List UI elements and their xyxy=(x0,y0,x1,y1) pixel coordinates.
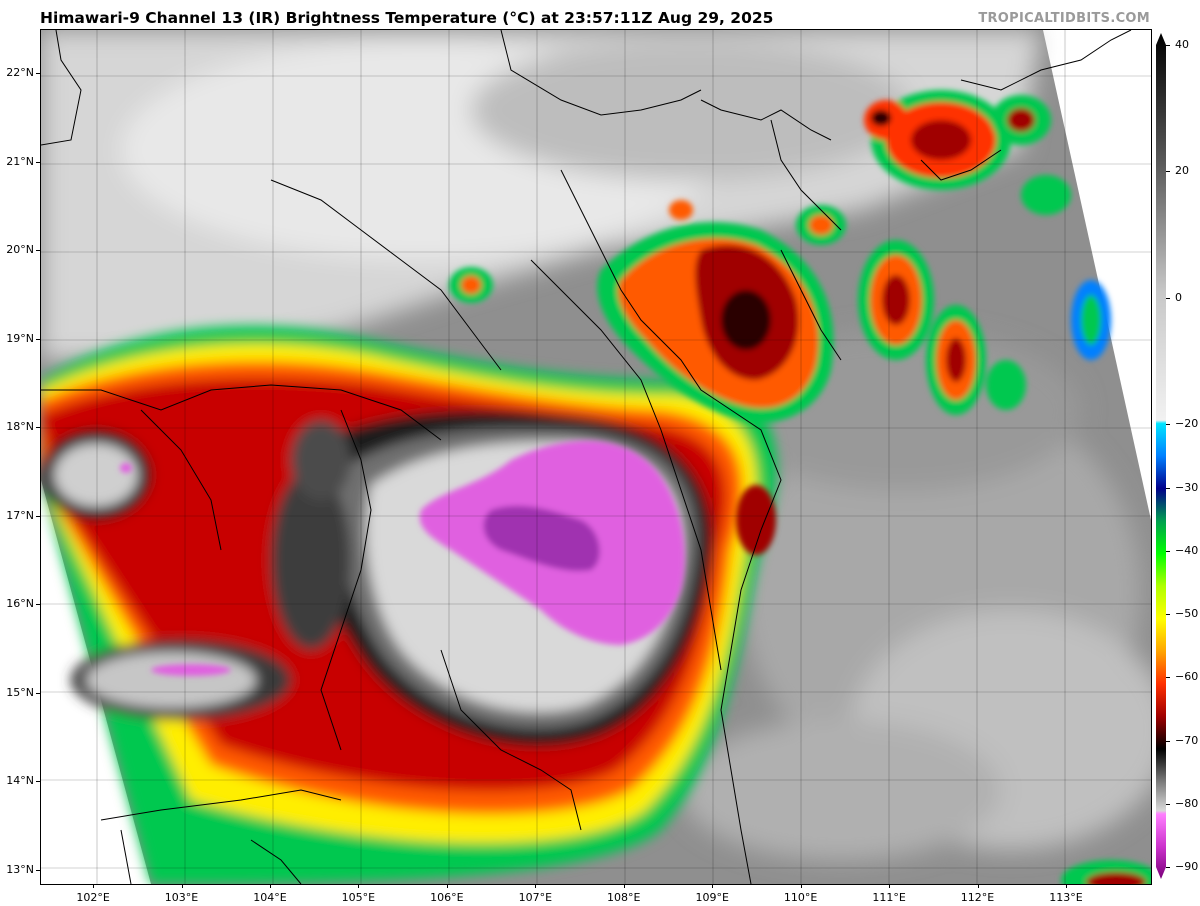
lon-tick-mark xyxy=(358,884,360,888)
lon-tick-mark xyxy=(446,884,448,888)
colorbar xyxy=(1156,33,1166,879)
satellite-image xyxy=(41,30,1151,884)
colorbar-tick-label: −60 xyxy=(1175,670,1199,684)
clear-sky-land xyxy=(41,30,1151,860)
lon-tick-mark xyxy=(623,884,625,888)
lat-tick-label: 14°N xyxy=(6,774,34,788)
colorbar-tick-label: −30 xyxy=(1175,480,1199,494)
colorbar-tick-label: −40 xyxy=(1175,543,1199,557)
lon-tick-label: 111°E xyxy=(872,891,906,904)
colorbar-tick-label: −20 xyxy=(1175,417,1199,431)
lat-tick-mark xyxy=(36,869,40,871)
lon-tick-label: 110°E xyxy=(783,891,818,904)
colorbar-tick-mark xyxy=(1166,740,1170,742)
lon-tick-mark xyxy=(181,884,183,888)
lon-tick-mark xyxy=(269,884,271,888)
lat-tick-label: 22°N xyxy=(6,66,34,80)
colorbar-tick-label: −90 xyxy=(1175,860,1199,873)
lon-tick-mark xyxy=(93,884,95,888)
lat-tick-mark xyxy=(36,427,40,429)
lat-tick-label: 15°N xyxy=(6,685,34,699)
satellite-map xyxy=(40,29,1152,885)
lat-tick-label: 18°N xyxy=(6,420,34,434)
colorbar-tick-mark xyxy=(1166,487,1170,489)
lat-tick-label: 16°N xyxy=(6,597,34,611)
lon-tick-label: 113°E xyxy=(1049,891,1083,904)
northeast-convection xyxy=(449,90,1151,884)
lon-tick-mark xyxy=(712,884,714,888)
colorbar-tick-label: 40 xyxy=(1175,38,1189,51)
lat-tick-mark xyxy=(36,161,40,163)
colorbar-tick-label: 0 xyxy=(1175,290,1182,304)
lat-tick-mark xyxy=(36,781,40,783)
colorbar-tick-mark xyxy=(1166,614,1170,616)
lon-tick-mark xyxy=(800,884,802,888)
cold-cloud-tops xyxy=(120,440,685,676)
lat-tick-mark xyxy=(36,250,40,252)
lon-tick-label: 106°E xyxy=(430,891,464,904)
lon-tick-label: 102°E xyxy=(76,891,110,904)
lat-tick-label: 19°N xyxy=(6,331,34,345)
lon-tick-label: 105°E xyxy=(341,891,376,904)
lon-tick-mark xyxy=(1065,884,1067,888)
colorbar-tick-label: −80 xyxy=(1175,796,1199,810)
lon-tick-mark xyxy=(889,884,891,888)
colorbar-tick-mark xyxy=(1166,171,1170,173)
lat-tick-label: 21°N xyxy=(6,154,34,168)
colorbar-tick-label: −50 xyxy=(1175,607,1199,621)
coastlines xyxy=(41,30,1132,884)
site-credit: TROPICALTIDBITS.COM xyxy=(978,11,1150,26)
colorbar-tick-mark xyxy=(1166,677,1170,679)
lat-tick-mark xyxy=(36,515,40,517)
colorbar-tick-label: −70 xyxy=(1175,733,1199,747)
colorbar-tick-mark xyxy=(1166,867,1170,868)
map-title: Himawari-9 Channel 13 (IR) Brightness Te… xyxy=(40,9,774,27)
lat-tick-label: 13°N xyxy=(6,862,34,876)
lat-tick-mark xyxy=(36,692,40,694)
colorbar-tick-mark xyxy=(1166,297,1170,299)
lat-tick-mark xyxy=(36,338,40,340)
colorbar-tick-label: 20 xyxy=(1175,164,1189,178)
lon-tick-label: 107°E xyxy=(518,891,553,904)
lon-tick-label: 103°E xyxy=(164,891,199,904)
lon-tick-label: 104°E xyxy=(253,891,287,904)
lon-tick-mark xyxy=(977,884,979,888)
lat-tick-mark xyxy=(36,73,40,75)
lat-tick-mark xyxy=(36,604,40,606)
lat-tick-label: 17°N xyxy=(6,508,34,522)
lon-tick-label: 109°E xyxy=(695,891,729,904)
colorbar-tick-mark xyxy=(1166,45,1170,46)
colorbar-tick-mark xyxy=(1166,424,1170,426)
lon-tick-label: 108°E xyxy=(607,891,641,904)
colorbar-tick-mark xyxy=(1166,550,1170,552)
lon-tick-label: 112°E xyxy=(960,891,995,904)
lat-tick-label: 20°N xyxy=(6,243,34,257)
lon-tick-mark xyxy=(535,884,537,888)
colorbar-tick-mark xyxy=(1166,803,1170,805)
